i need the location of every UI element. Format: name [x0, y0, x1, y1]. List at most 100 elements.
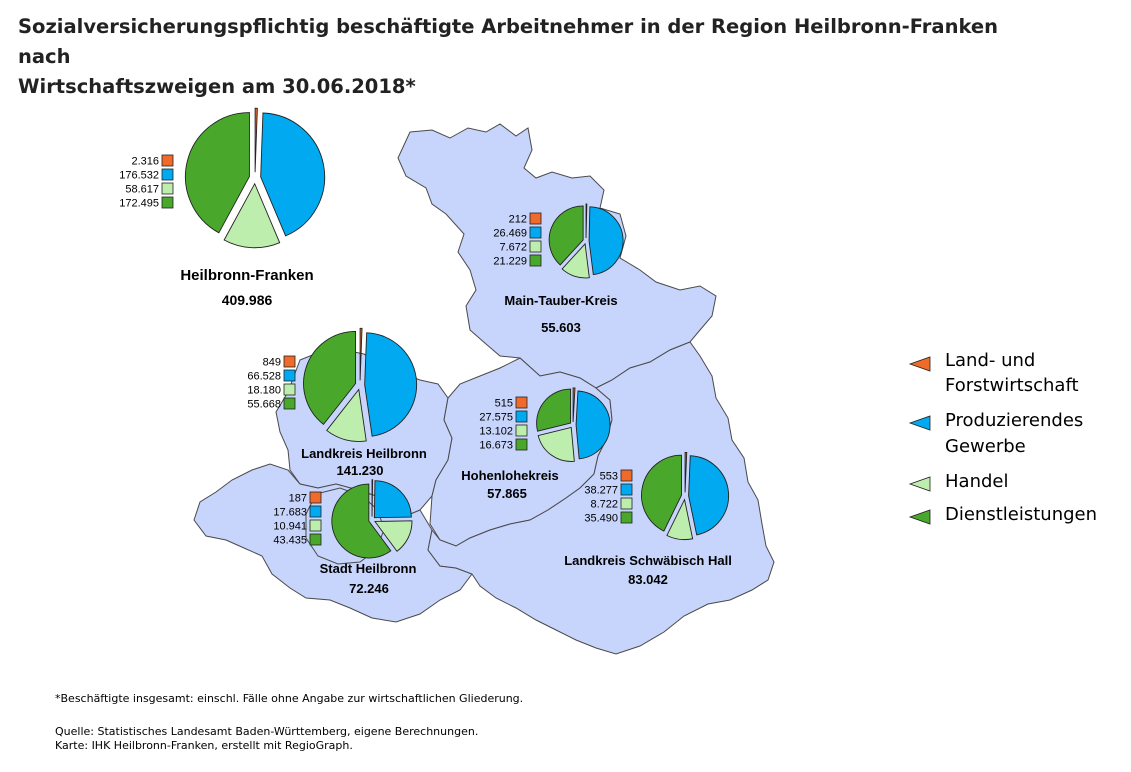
landkreis-heilbronn-value-swatch-land-und-forstwirtschaft	[283, 355, 296, 368]
legend-label-produzierendes-gewerbe-line-2: Gewerbe	[945, 436, 1026, 457]
hohenlohekreis-total-label: 57.865	[487, 486, 527, 501]
main-tauber-kreis-value-swatch-produzierendes-gewerbe	[529, 226, 542, 239]
hohenlohekreis-chart: 515 27.575 13.102 16.673 Hohenlohekreis 57.86…	[461, 387, 611, 501]
legend-item-handel: Handel	[908, 471, 1008, 492]
blue-triangle-icon	[908, 415, 931, 431]
stadt-heilbronn-slice-handel	[374, 520, 413, 552]
orange-triangle-icon	[908, 356, 931, 372]
stadt-heilbronn-slice-land-und-forstwirtschaft	[371, 479, 374, 517]
stadt-heilbronn-value-produzierendes-gewerbe: 17.683	[273, 507, 307, 519]
hohenlohekreis-value-swatch-produzierendes-gewerbe	[515, 410, 528, 423]
source-line-2: Karte: IHK Heilbronn-Franken, erstellt m…	[55, 739, 353, 752]
landkreis-schwaebisch-hall-chart: 553 38.277 8.722 35.490 Landkreis Schwäbisch…	[564, 451, 732, 587]
chart-title-line-1: Sozialversicherungspflichtig beschäftigt…	[18, 15, 998, 68]
landkreis-schwaebisch-hall-total-label: 83.042	[628, 572, 668, 587]
heilbronn-franken-value-dienstleistungen: 172.495	[119, 198, 159, 210]
landkreis-schwaebisch-hall-slice-dienstleistungen	[641, 454, 682, 532]
source-note: Quelle: Statistisches Landesamt Baden-Wü…	[55, 725, 478, 753]
heilbronn-franken-name-label: Heilbronn-Franken	[180, 267, 313, 284]
stadt-heilbronn-value-swatch-dienstleistungen	[309, 533, 322, 546]
heilbronn-franken-value-swatch-produzierendes-gewerbe	[161, 168, 174, 181]
chart-title: Sozialversicherungspflichtig beschäftigt…	[18, 12, 1018, 102]
landkreis-schwaebisch-hall-slice-land-und-forstwirtschaft	[684, 451, 688, 493]
hohenlohekreis-value-swatch-land-und-forstwirtschaft	[515, 396, 528, 409]
legend-label-dienstleistungen: Dienstleistungen	[945, 504, 1097, 525]
landkreis-schwaebisch-hall-value-swatch-produzierendes-gewerbe	[620, 483, 633, 496]
stadt-heilbronn-value-swatch-handel	[309, 519, 322, 532]
legend: Land- und Forstwirtschaft Produzierendes Ge…	[908, 350, 1097, 525]
stadt-heilbronn-chart: 187 17.683 10.941 43.435 Stadt Heilbronn 72.2…	[273, 479, 416, 596]
landkreis-schwaebisch-hall-slice-handel	[666, 498, 694, 541]
landkreis-heilbronn-slice-land-und-forstwirtschaft	[359, 327, 363, 381]
main-tauber-kreis-value-dienstleistungen: 21.229	[493, 256, 527, 268]
landkreis-heilbronn-name-label: Landkreis Heilbronn	[301, 446, 427, 461]
hohenlohekreis-value-produzierendes-gewerbe: 27.575	[479, 412, 513, 424]
footnote: *Beschäftigte insgesamt: einschl. Fälle …	[55, 692, 524, 705]
main-tauber-kreis-slice-produzierendes-gewerbe	[588, 206, 624, 276]
heilbronn-franken-total-label: 409.986	[222, 292, 273, 308]
heilbronn-franken-value-swatch-handel	[161, 182, 174, 195]
landkreis-schwaebisch-hall-value-swatch-land-und-forstwirtschaft	[620, 469, 633, 482]
landkreis-heilbronn-value-swatch-produzierendes-gewerbe	[283, 369, 296, 382]
landkreis-heilbronn-value-swatch-handel	[283, 383, 296, 396]
heilbronn-franken-chart: 2.316 176.532 58.617 172.495 Heilbronn-Frank…	[119, 107, 326, 308]
landkreis-heilbronn-slice-handel	[326, 388, 367, 442]
legend-item-produzierendes-gewerbe: Produzierendes Gewerbe	[908, 410, 1083, 457]
landkreis-schwaebisch-hall-value-dienstleistungen: 35.490	[584, 513, 618, 525]
hohenlohekreis-name-label: Hohenlohekreis	[461, 468, 559, 483]
green-triangle-icon	[908, 509, 931, 525]
charts-layer: 2.316 176.532 58.617 172.495 Heilbronn-Frank…	[119, 107, 732, 596]
heilbronn-franken-value-handel: 58.617	[125, 184, 159, 196]
landkreis-heilbronn-value-dienstleistungen: 55.668	[247, 399, 281, 411]
main-tauber-kreis-value-land-und-forstwirtschaft: 212	[509, 214, 527, 226]
landkreis-schwaebisch-hall-value-swatch-handel	[620, 497, 633, 510]
main-tauber-kreis-value-handel: 7.672	[499, 242, 527, 254]
hohenlohekreis-value-handel: 13.102	[479, 426, 513, 438]
main-tauber-kreis-value-swatch-handel	[529, 240, 542, 253]
landkreis-heilbronn-slice-produzierendes-gewerbe	[364, 332, 418, 437]
landkreis-heilbronn-chart: 849 66.528 18.180 55.668 Landkreis Heilbronn…	[247, 327, 427, 478]
heilbronn-franken-value-land-und-forstwirtschaft: 2.316	[131, 156, 159, 168]
heilbronn-franken-slice-dienstleistungen	[185, 112, 250, 234]
light-green-triangle-icon	[908, 476, 931, 492]
stadt-heilbronn-value-swatch-land-und-forstwirtschaft	[309, 491, 322, 504]
hohenlohekreis-slice-land-und-forstwirtschaft	[572, 387, 576, 422]
hohenlohekreis-value-swatch-dienstleistungen	[515, 438, 528, 451]
landkreis-heilbronn-total-label: 141.230	[337, 463, 384, 478]
heilbronn-franken-value-produzierendes-gewerbe: 176.532	[119, 170, 159, 182]
stadt-heilbronn-value-handel: 10.941	[273, 521, 307, 533]
landkreis-heilbronn-value-land-und-forstwirtschaft: 849	[263, 357, 281, 369]
main-tauber-kreis-slice-dienstleistungen	[548, 205, 584, 266]
landkreis-schwaebisch-hall-value-produzierendes-gewerbe: 38.277	[584, 485, 618, 497]
heilbronn-franken-value-swatch-dienstleistungen	[161, 196, 174, 209]
landkreis-heilbronn-value-produzierendes-gewerbe: 66.528	[247, 371, 281, 383]
main-tauber-kreis-chart: 212 26.469 7.672 21.229 Main-Tauber-Kreis 55.…	[493, 203, 624, 335]
landkreis-heilbronn-value-swatch-dienstleistungen	[283, 397, 296, 410]
legend-label-land-und-forstwirtschaft-line-1: Land- und	[945, 350, 1035, 371]
landkreis-schwaebisch-hall-name-label: Landkreis Schwäbisch Hall	[564, 553, 732, 568]
landkreis-schwaebisch-hall-value-swatch-dienstleistungen	[620, 511, 633, 524]
stadt-heilbronn-slice-produzierendes-gewerbe	[373, 480, 412, 519]
heilbronn-franken-slice-produzierendes-gewerbe	[260, 112, 326, 237]
main-tauber-kreis-total-label: 55.603	[541, 320, 581, 335]
landkreis-heilbronn-value-handel: 18.180	[247, 385, 281, 397]
hohenlohekreis-slice-handel	[537, 426, 575, 462]
legend-item-dienstleistungen: Dienstleistungen	[908, 504, 1097, 525]
heilbronn-franken-value-swatch-land-und-forstwirtschaft	[161, 154, 174, 167]
hohenlohekreis-value-dienstleistungen: 16.673	[479, 440, 513, 452]
landkreis-schwaebisch-hall-area	[427, 341, 775, 655]
main-tauber-kreis-value-swatch-dienstleistungen	[529, 254, 542, 267]
hohenlohekreis-value-swatch-handel	[515, 424, 528, 437]
hohenlohekreis-slice-dienstleistungen	[536, 388, 572, 432]
landkreis-schwaebisch-hall-value-handel: 8.722	[590, 499, 618, 511]
main-tauber-kreis-slice-land-und-forstwirtschaft	[585, 203, 588, 238]
stadt-heilbronn-value-dienstleistungen: 43.435	[273, 535, 307, 547]
legend-label-handel: Handel	[945, 471, 1008, 492]
source-line-1: Quelle: Statistisches Landesamt Baden-Wü…	[55, 725, 479, 738]
landkreis-schwaebisch-hall-value-land-und-forstwirtschaft: 553	[600, 471, 618, 483]
stadt-heilbronn-total-label: 72.246	[349, 581, 389, 596]
stadt-heilbronn-value-land-und-forstwirtschaft: 187	[289, 493, 307, 505]
heilbronn-franken-slice-land-und-forstwirtschaft	[254, 107, 258, 173]
chart-title-line-2: Wirtschaftszweigen am 30.06.2018*	[18, 75, 416, 98]
